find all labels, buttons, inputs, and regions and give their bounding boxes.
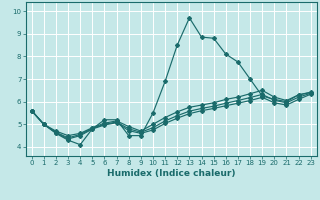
X-axis label: Humidex (Indice chaleur): Humidex (Indice chaleur) — [107, 169, 236, 178]
